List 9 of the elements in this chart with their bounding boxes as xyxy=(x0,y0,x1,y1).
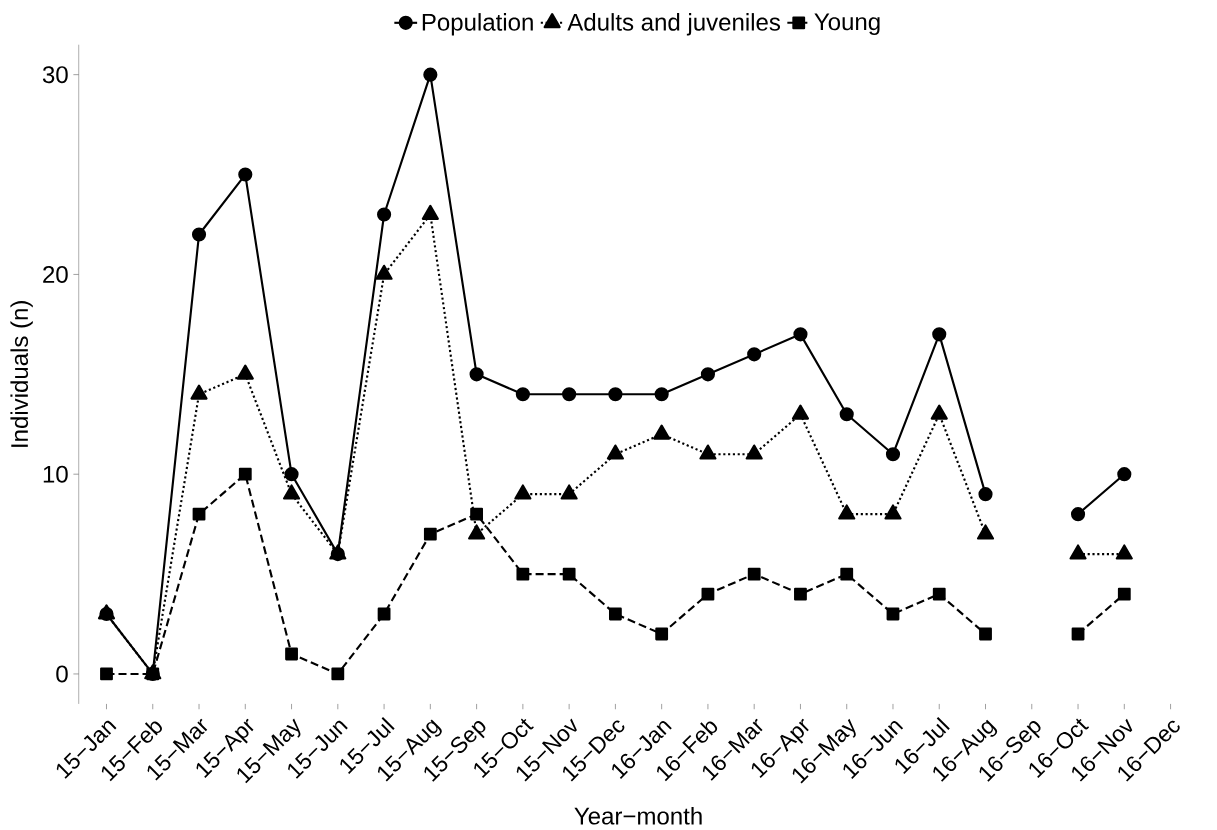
legend-label: Adults and juveniles xyxy=(567,13,781,36)
y-tick-label: 30 xyxy=(42,66,68,84)
y-tick-label: 0 xyxy=(56,665,68,683)
y-tick-label: 10 xyxy=(43,465,68,483)
y-axis-title: Individuals (n) xyxy=(10,301,33,447)
y-tick-label: 20 xyxy=(43,265,68,283)
legend-label: Young xyxy=(814,13,880,36)
legend-label: Population xyxy=(422,13,533,36)
x-axis-title: Year−month xyxy=(574,806,702,825)
